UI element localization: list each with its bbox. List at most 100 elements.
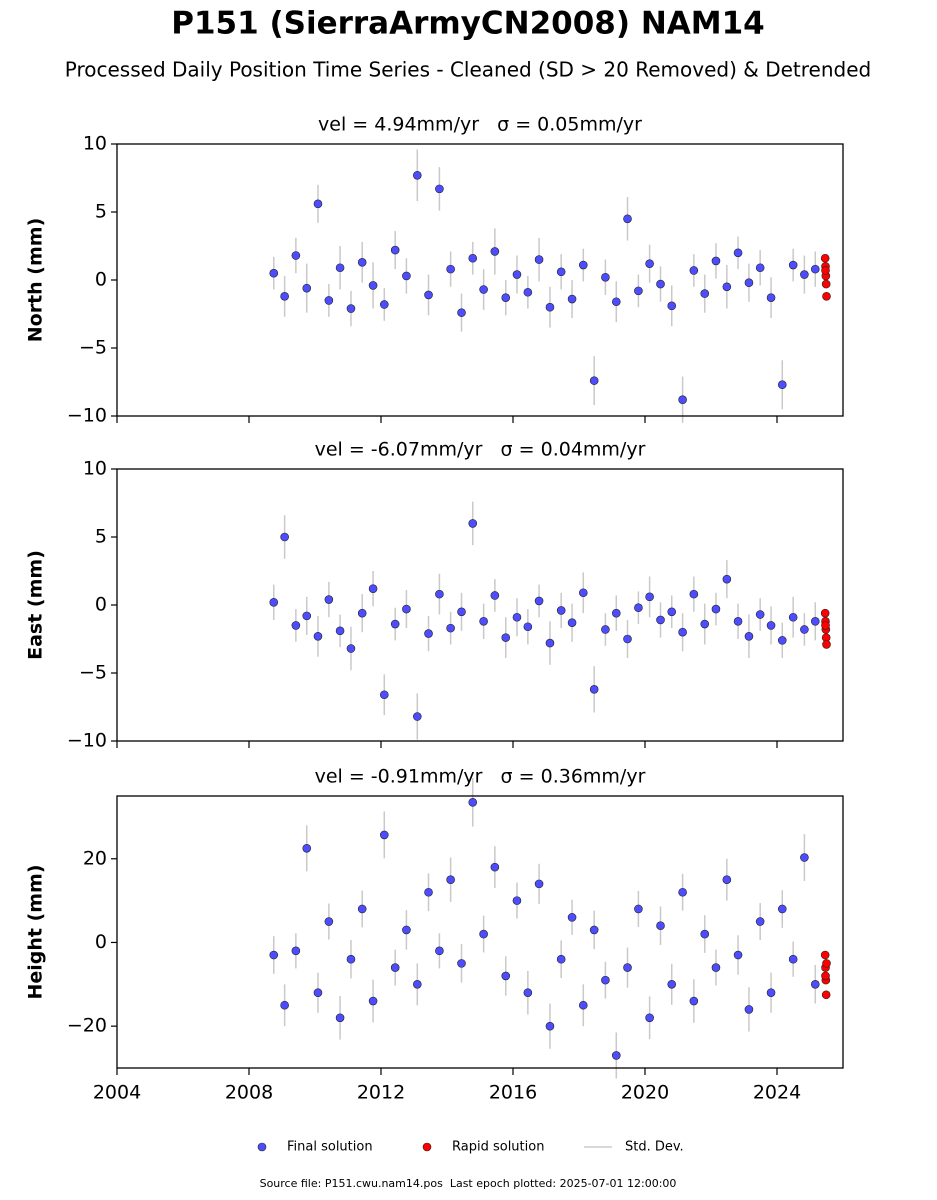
- final-point: [302, 283, 312, 293]
- final-point: [324, 296, 334, 305]
- final-point: [379, 300, 389, 309]
- final-point: [313, 199, 323, 209]
- rapid-point: [820, 608, 830, 618]
- x-tick-label: 2012: [357, 1082, 405, 1104]
- final-point: [545, 302, 555, 312]
- final-point: [501, 971, 511, 981]
- final-point: [490, 862, 500, 872]
- final-point: [501, 293, 511, 302]
- final-point: [766, 293, 776, 302]
- final-point: [645, 592, 654, 602]
- panel-title: vel = -0.91mm/yr σ = 0.36mm/yr: [315, 766, 646, 788]
- legend-label: Final solution: [287, 1140, 373, 1155]
- final-point: [678, 887, 687, 897]
- final-point: [611, 608, 621, 618]
- final-point: [589, 925, 599, 935]
- axes-frame: [116, 795, 844, 1069]
- rapid-point: [820, 253, 830, 263]
- final-point: [601, 975, 610, 985]
- final-point: [755, 610, 765, 619]
- x-tick-label: 2004: [93, 1082, 141, 1104]
- final-point: [523, 988, 533, 997]
- y-tick-label: 10: [83, 458, 107, 480]
- final-point: [656, 615, 665, 625]
- final-point: [744, 631, 754, 641]
- final-point: [634, 603, 643, 613]
- final-point: [324, 595, 334, 604]
- final-point: [412, 980, 422, 989]
- final-point: [601, 272, 610, 282]
- figure-subtitle: Processed Daily Position Time Series - C…: [65, 58, 871, 82]
- final-point: [379, 690, 389, 700]
- rapid-point: [822, 292, 831, 301]
- final-point: [601, 625, 610, 634]
- final-point: [490, 247, 500, 256]
- final-point: [269, 597, 279, 607]
- final-point: [578, 260, 588, 270]
- final-point: [324, 917, 334, 926]
- final-point: [357, 608, 367, 618]
- final-point: [545, 638, 555, 648]
- final-point: [722, 282, 732, 292]
- y-axis-label: Height (mm): [25, 864, 47, 999]
- final-point: [556, 954, 566, 964]
- final-point: [479, 285, 488, 294]
- rapid-point: [821, 990, 831, 1000]
- final-point: [788, 612, 798, 622]
- y-tick-label: 5: [95, 526, 107, 548]
- final-point: [390, 245, 400, 255]
- final-point: [479, 617, 488, 626]
- rapid-point: [821, 621, 830, 630]
- y-tick-label: −20: [67, 1015, 107, 1037]
- final-point: [766, 988, 776, 997]
- final-point: [556, 606, 566, 615]
- final-point: [667, 980, 677, 989]
- final-point: [800, 853, 809, 862]
- final-point: [490, 591, 500, 600]
- footer: Source file: P151.cwu.nam14.pos Last epo…: [260, 1177, 677, 1190]
- final-point: [788, 260, 798, 270]
- final-point: [501, 633, 511, 642]
- final-point: [777, 380, 787, 390]
- final-point: [623, 634, 632, 644]
- final-point: [567, 294, 577, 304]
- final-point: [291, 621, 301, 630]
- final-point: [777, 636, 787, 645]
- final-point: [291, 251, 301, 260]
- legend-label: Std. Dev.: [625, 1140, 684, 1155]
- final-point: [269, 268, 279, 278]
- final-point: [446, 875, 455, 884]
- final-point: [446, 264, 455, 274]
- final-point: [534, 255, 544, 264]
- panel: vel = -6.07mm/yr σ = 0.04mm/yr East (mm) −…: [25, 439, 844, 752]
- final-point: [346, 304, 356, 313]
- final-point: [402, 925, 411, 935]
- final-point: [269, 950, 279, 960]
- y-tick-label: 5: [95, 201, 107, 223]
- y-axis-label: North (mm): [25, 218, 47, 343]
- final-point: [800, 270, 809, 279]
- final-point: [435, 184, 444, 194]
- final-point: [313, 988, 323, 997]
- final-point: [755, 263, 765, 273]
- final-point: [634, 286, 643, 296]
- axes-frame: [116, 468, 844, 742]
- final-point: [468, 519, 478, 528]
- final-point: [402, 604, 411, 614]
- final-point: [733, 617, 743, 626]
- final-point: [435, 589, 444, 599]
- final-point: [722, 875, 732, 884]
- final-point: [368, 281, 378, 290]
- panel-title: vel = 4.94mm/yr σ = 0.05mm/yr: [318, 114, 642, 136]
- final-point: [523, 622, 533, 632]
- final-point: [589, 685, 599, 694]
- final-point: [766, 621, 776, 630]
- figure-title: P151 (SierraArmyCN2008) NAM14: [171, 6, 765, 42]
- final-point: [711, 256, 721, 266]
- final-point: [667, 607, 677, 617]
- final-point: [711, 604, 721, 614]
- x-tick-label: 2024: [753, 1082, 801, 1104]
- final-point: [611, 1051, 621, 1060]
- final-point: [479, 929, 488, 939]
